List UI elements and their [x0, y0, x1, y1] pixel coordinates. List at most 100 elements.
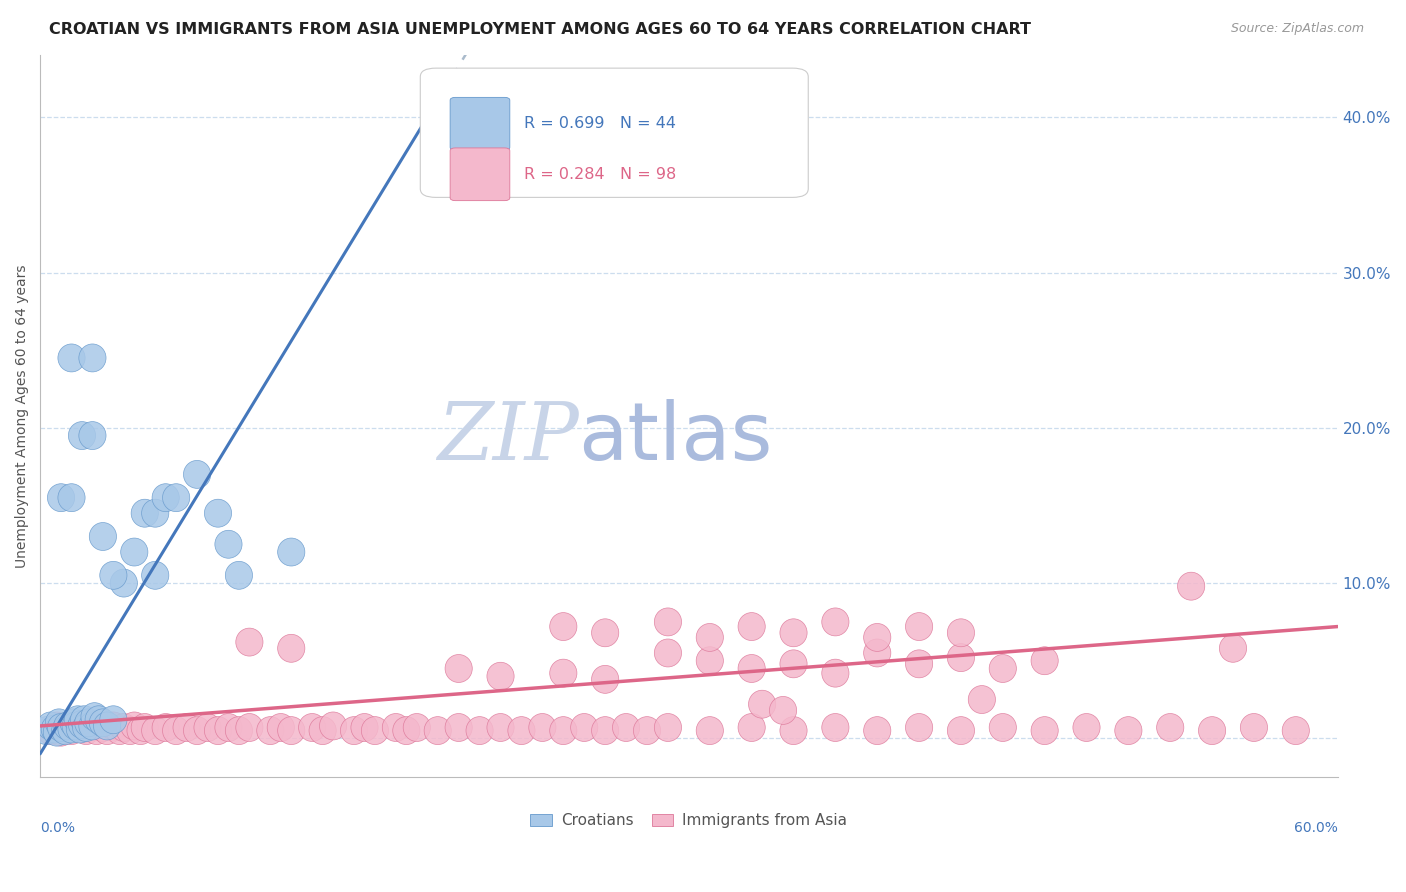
Ellipse shape: [340, 716, 367, 745]
Ellipse shape: [45, 709, 73, 737]
Ellipse shape: [905, 613, 932, 640]
Ellipse shape: [821, 659, 849, 687]
Ellipse shape: [863, 639, 891, 667]
Ellipse shape: [66, 715, 93, 743]
Ellipse shape: [404, 714, 430, 741]
Ellipse shape: [780, 716, 807, 745]
Ellipse shape: [863, 624, 891, 651]
Text: atlas: atlas: [579, 399, 773, 477]
Ellipse shape: [969, 686, 995, 714]
Y-axis label: Unemployment Among Ages 60 to 64 years: Unemployment Among Ages 60 to 64 years: [15, 264, 30, 568]
Ellipse shape: [37, 712, 65, 740]
Ellipse shape: [121, 538, 148, 566]
Ellipse shape: [204, 716, 232, 745]
Ellipse shape: [277, 538, 305, 566]
Ellipse shape: [70, 706, 97, 734]
Ellipse shape: [225, 716, 253, 745]
Ellipse shape: [696, 624, 724, 651]
Ellipse shape: [90, 523, 117, 550]
Text: 0.0%: 0.0%: [41, 821, 75, 835]
Ellipse shape: [1198, 716, 1226, 745]
Ellipse shape: [75, 709, 101, 737]
Ellipse shape: [905, 714, 932, 741]
Ellipse shape: [1031, 716, 1059, 745]
Ellipse shape: [948, 619, 974, 647]
Text: Source: ZipAtlas.com: Source: ZipAtlas.com: [1230, 22, 1364, 36]
Text: CROATIAN VS IMMIGRANTS FROM ASIA UNEMPLOYMENT AMONG AGES 60 TO 64 YEARS CORRELAT: CROATIAN VS IMMIGRANTS FROM ASIA UNEMPLO…: [49, 22, 1031, 37]
Ellipse shape: [60, 709, 87, 737]
Ellipse shape: [69, 710, 96, 739]
Ellipse shape: [236, 628, 263, 657]
Ellipse shape: [48, 718, 75, 746]
Ellipse shape: [163, 483, 190, 512]
Ellipse shape: [82, 703, 108, 731]
Ellipse shape: [183, 716, 211, 745]
Ellipse shape: [44, 718, 70, 746]
Ellipse shape: [780, 619, 807, 647]
Ellipse shape: [48, 714, 75, 741]
Ellipse shape: [382, 714, 409, 741]
Ellipse shape: [948, 716, 974, 745]
Ellipse shape: [32, 716, 60, 745]
Ellipse shape: [204, 500, 232, 527]
Ellipse shape: [821, 608, 849, 636]
Text: ZIP: ZIP: [437, 399, 579, 476]
Ellipse shape: [86, 706, 112, 734]
Ellipse shape: [571, 714, 598, 741]
Ellipse shape: [110, 569, 138, 597]
Ellipse shape: [267, 714, 294, 741]
Ellipse shape: [592, 619, 619, 647]
Ellipse shape: [58, 344, 86, 372]
Ellipse shape: [41, 715, 69, 743]
Ellipse shape: [613, 714, 640, 741]
Ellipse shape: [352, 714, 378, 741]
Ellipse shape: [69, 422, 96, 450]
Legend: Croatians, Immigrants from Asia: Croatians, Immigrants from Asia: [524, 807, 853, 835]
Ellipse shape: [592, 665, 619, 693]
Ellipse shape: [58, 716, 86, 745]
Ellipse shape: [780, 650, 807, 678]
Ellipse shape: [90, 714, 117, 741]
Ellipse shape: [821, 714, 849, 741]
Ellipse shape: [236, 714, 263, 741]
Ellipse shape: [446, 714, 472, 741]
Ellipse shape: [73, 716, 100, 745]
Ellipse shape: [121, 712, 148, 740]
Ellipse shape: [298, 714, 326, 741]
Ellipse shape: [738, 655, 765, 682]
Ellipse shape: [48, 483, 75, 512]
Ellipse shape: [100, 561, 127, 590]
Ellipse shape: [309, 716, 336, 745]
Ellipse shape: [69, 715, 96, 743]
Text: R = 0.284   N = 98: R = 0.284 N = 98: [524, 167, 676, 182]
Ellipse shape: [1282, 716, 1309, 745]
Ellipse shape: [654, 103, 682, 131]
Ellipse shape: [62, 712, 90, 740]
Ellipse shape: [79, 344, 105, 372]
Ellipse shape: [277, 634, 305, 662]
Ellipse shape: [905, 650, 932, 678]
Ellipse shape: [257, 716, 284, 745]
Ellipse shape: [277, 716, 305, 745]
Ellipse shape: [93, 712, 121, 740]
Ellipse shape: [508, 716, 536, 745]
Ellipse shape: [425, 716, 451, 745]
Ellipse shape: [361, 716, 388, 745]
Ellipse shape: [163, 716, 190, 745]
Ellipse shape: [634, 716, 661, 745]
Ellipse shape: [53, 712, 82, 740]
Ellipse shape: [110, 714, 138, 741]
Ellipse shape: [550, 613, 576, 640]
Ellipse shape: [738, 613, 765, 640]
Ellipse shape: [100, 712, 127, 740]
Ellipse shape: [44, 712, 70, 740]
Ellipse shape: [654, 608, 682, 636]
Ellipse shape: [696, 716, 724, 745]
Ellipse shape: [73, 714, 100, 741]
Ellipse shape: [990, 714, 1017, 741]
Ellipse shape: [225, 561, 253, 590]
Ellipse shape: [1031, 647, 1059, 674]
Ellipse shape: [990, 655, 1017, 682]
FancyBboxPatch shape: [450, 97, 510, 150]
Ellipse shape: [1157, 714, 1184, 741]
